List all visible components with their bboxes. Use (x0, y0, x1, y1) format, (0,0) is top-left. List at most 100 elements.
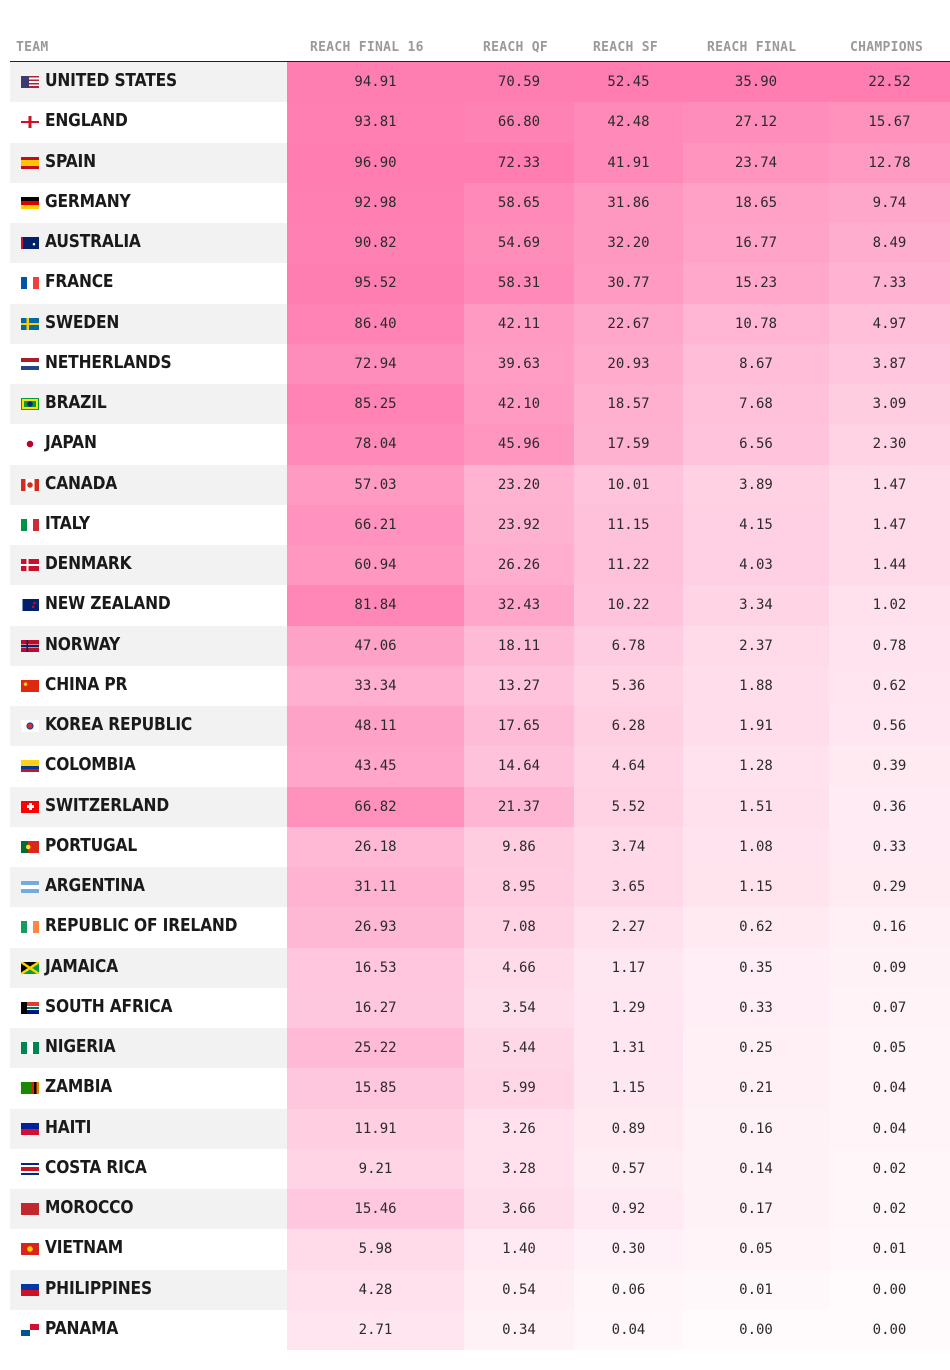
value-cell: 0.25 (683, 1028, 829, 1069)
value-cell: 0.36 (829, 786, 950, 827)
colombia-flag-icon (21, 760, 39, 773)
value-cell: 17.65 (464, 706, 574, 747)
value-cell: 72.94 (287, 343, 464, 384)
table-row: SWEDEN 86.40 42.11 22.67 10.78 4.97 (0, 303, 950, 344)
value-cell: 93.81 (287, 102, 464, 143)
table-row: CANADA 57.03 23.20 10.01 3.89 1.47 (0, 464, 950, 505)
norway-flag-icon (21, 639, 39, 652)
team-cell: PANAMA (10, 1310, 287, 1350)
value-cell: 35.90 (683, 62, 829, 103)
team-cell: HAITI (10, 1108, 287, 1149)
value-cell: 26.18 (287, 826, 464, 867)
value-cell: 9.86 (464, 826, 574, 867)
italy-flag-icon (21, 518, 39, 531)
team-cell: JAMAICA (10, 947, 287, 988)
value-cell: 0.04 (829, 1108, 950, 1149)
value-cell: 32.20 (574, 223, 683, 264)
value-cell: 7.68 (683, 384, 829, 425)
value-cell: 1.91 (683, 706, 829, 747)
team-cell: NORWAY (10, 625, 287, 666)
value-cell: 31.86 (574, 182, 683, 223)
value-cell: 42.10 (464, 384, 574, 425)
value-cell: 16.77 (683, 223, 829, 264)
value-cell: 0.56 (829, 706, 950, 747)
value-cell: 0.89 (574, 1108, 683, 1149)
value-cell: 6.28 (574, 706, 683, 747)
value-cell: 0.78 (829, 625, 950, 666)
team-name: SWITZERLAND (45, 794, 170, 816)
panama-flag-icon (21, 1323, 39, 1336)
value-cell: 81.84 (287, 585, 464, 626)
value-cell: 0.05 (829, 1028, 950, 1069)
value-cell: 0.16 (829, 907, 950, 948)
team-name: PANAMA (45, 1317, 119, 1339)
value-cell: 20.93 (574, 343, 683, 384)
table-row: ENGLAND 93.81 66.80 42.48 27.12 15.67 (0, 102, 950, 143)
value-cell: 23.20 (464, 464, 574, 505)
team-name: FRANCE (45, 271, 114, 293)
value-cell: 2.71 (287, 1309, 464, 1350)
value-cell: 0.01 (829, 1229, 950, 1270)
team-cell: NEW ZEALAND (10, 585, 287, 625)
england-flag-icon (21, 116, 39, 129)
value-cell: 8.49 (829, 223, 950, 264)
value-cell: 0.07 (829, 987, 950, 1028)
value-cell: 78.04 (287, 424, 464, 465)
value-cell: 4.15 (683, 504, 829, 545)
table-row: KOREA REPUBLIC 48.11 17.65 6.28 1.91 0.56 (0, 706, 950, 747)
table-row: COSTA RICA 9.21 3.28 0.57 0.14 0.02 (0, 1148, 950, 1189)
value-cell: 0.00 (829, 1310, 950, 1350)
value-cell: 31.11 (287, 867, 464, 908)
value-cell: 4.97 (829, 303, 950, 344)
value-cell: 90.82 (287, 223, 464, 264)
value-cell: 0.04 (829, 1068, 950, 1109)
value-cell: 3.28 (464, 1148, 574, 1189)
value-cell: 17.59 (574, 424, 683, 465)
team-cell: COLOMBIA (10, 746, 287, 786)
team-name: ZAMBIA (45, 1076, 113, 1098)
value-cell: 0.06 (574, 1269, 683, 1310)
table-row: PORTUGAL 26.18 9.86 3.74 1.08 0.33 (0, 826, 950, 867)
value-cell: 0.30 (574, 1229, 683, 1270)
header-reach-final-16: REACH FINAL 16 (310, 40, 424, 55)
value-cell: 10.01 (574, 464, 683, 505)
value-cell: 57.03 (287, 464, 464, 505)
south-africa-flag-icon (21, 1001, 39, 1014)
value-cell: 66.80 (464, 102, 574, 143)
value-cell: 11.15 (574, 504, 683, 545)
value-cell: 43.45 (287, 746, 464, 787)
table-row: COLOMBIA 43.45 14.64 4.64 1.28 0.39 (0, 746, 950, 787)
value-cell: 3.26 (464, 1108, 574, 1149)
value-cell: 3.65 (574, 867, 683, 908)
value-cell: 66.21 (287, 504, 464, 545)
value-cell: 18.11 (464, 625, 574, 666)
value-cell: 3.74 (574, 826, 683, 867)
team-cell: GERMANY (10, 183, 287, 223)
table-row: HAITI 11.91 3.26 0.89 0.16 0.04 (0, 1108, 950, 1149)
team-name: ENGLAND (45, 110, 128, 132)
switzerland-flag-icon (21, 800, 39, 813)
header-reach-qf: REACH QF (483, 40, 549, 55)
value-cell: 0.02 (829, 1189, 950, 1230)
team-cell: SWITZERLAND (10, 786, 287, 827)
team-name: CHINA PR (45, 673, 128, 695)
nigeria-flag-icon (21, 1042, 39, 1054)
value-cell: 47.06 (287, 625, 464, 666)
value-cell: 3.54 (464, 987, 574, 1028)
table-row: NORWAY 47.06 18.11 6.78 2.37 0.78 (0, 625, 950, 666)
header-reach-sf: REACH SF (593, 40, 659, 55)
team-cell: AUSTRALIA (10, 223, 287, 264)
table-row: CHINA PR 33.34 13.27 5.36 1.88 0.62 (0, 665, 950, 706)
value-cell: 13.27 (464, 665, 574, 706)
value-cell: 1.47 (829, 464, 950, 505)
value-cell: 15.67 (829, 102, 950, 143)
value-cell: 60.94 (287, 545, 464, 586)
team-name: COLOMBIA (45, 754, 136, 776)
value-cell: 0.35 (683, 947, 829, 988)
value-cell: 86.40 (287, 303, 464, 344)
value-cell: 9.21 (287, 1148, 464, 1189)
value-cell: 26.93 (287, 907, 464, 948)
value-cell: 1.15 (574, 1068, 683, 1109)
team-name: PORTUGAL (45, 834, 138, 856)
value-cell: 1.31 (574, 1028, 683, 1069)
